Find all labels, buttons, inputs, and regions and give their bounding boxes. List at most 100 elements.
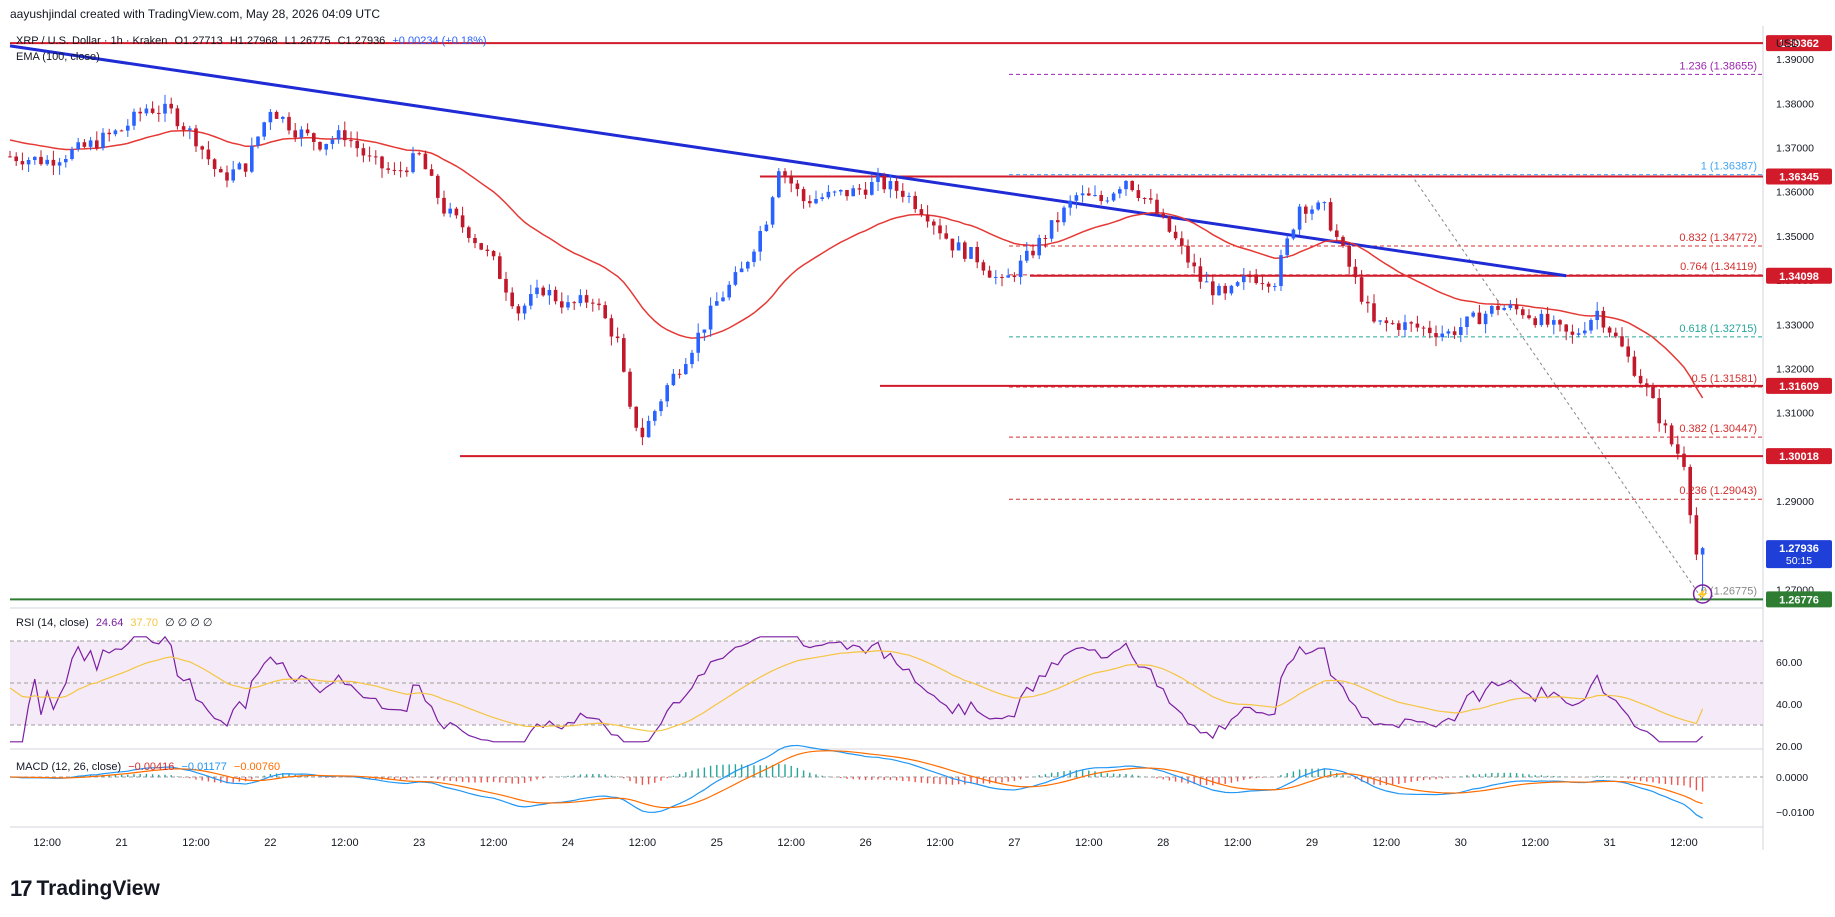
- candle-body: [70, 149, 74, 159]
- candle-body: [45, 159, 49, 165]
- candle-body: [1167, 216, 1172, 232]
- candle-body: [243, 163, 248, 172]
- macd-signal-value: −0.00760: [233, 761, 281, 773]
- ohlc-low: L1.26775: [284, 35, 331, 47]
- candle-body: [14, 156, 18, 162]
- macd-legend[interactable]: MACD (12, 26, close) −0.00416 −0.01177 −…: [16, 761, 284, 773]
- currency-label[interactable]: USD: [1776, 38, 1800, 50]
- candle-body: [237, 163, 242, 170]
- candle-body: [330, 139, 335, 144]
- candle-body: [981, 262, 986, 271]
- candle-body: [1006, 275, 1010, 278]
- candle-body: [1310, 209, 1314, 214]
- candle-body: [1279, 255, 1283, 287]
- candle-body: [219, 169, 223, 173]
- candle-body: [1564, 324, 1568, 332]
- time-tick-label: 12:00: [926, 837, 954, 849]
- candle-body: [132, 111, 136, 126]
- candle-body: [566, 302, 570, 308]
- candle-body: [1620, 336, 1624, 347]
- candle-body: [1353, 266, 1358, 278]
- candle-body: [1645, 383, 1649, 387]
- candle-body: [1539, 313, 1544, 326]
- candle-body: [553, 289, 558, 302]
- candle-body: [374, 156, 378, 158]
- price-label-badge: [1766, 35, 1832, 52]
- candle-body: [1297, 206, 1302, 230]
- candle-body: [764, 224, 769, 232]
- candle-body: [1576, 333, 1581, 335]
- candle-body: [293, 130, 297, 138]
- candle-body: [256, 136, 260, 146]
- candle-body: [1397, 323, 1401, 330]
- candle-body: [367, 155, 372, 157]
- candle-body: [212, 159, 217, 170]
- candle-body: [1366, 301, 1370, 304]
- candle-body: [485, 249, 490, 251]
- macd-signal-line: [9, 750, 1703, 809]
- candle-body: [894, 181, 899, 191]
- symbol-title[interactable]: XRP / U.S. Dollar · 1h · Kraken: [16, 35, 168, 47]
- candle-body: [857, 188, 862, 190]
- candle-body: [1676, 444, 1680, 454]
- tradingview-brand[interactable]: 17 TradingView: [10, 876, 160, 902]
- candle-body: [987, 270, 992, 278]
- candle-body: [504, 278, 508, 293]
- fib-level-label: 0.832 (1.34772): [1679, 232, 1757, 244]
- candle-body: [901, 190, 905, 197]
- candle-body: [808, 201, 812, 204]
- candle-body: [33, 156, 37, 160]
- candle-body: [1087, 193, 1091, 196]
- macd-line: [9, 744, 1703, 819]
- candle-body: [1589, 320, 1593, 331]
- countdown-text: 50:15: [1786, 555, 1812, 567]
- candle-body: [739, 268, 744, 273]
- candle-body: [1527, 315, 1531, 319]
- candle-body: [1335, 230, 1339, 237]
- price-label-text: 1.27936: [1779, 543, 1819, 555]
- rsi-legend[interactable]: RSI (14, close) 24.64 37.70 ∅ ∅ ∅ ∅: [16, 616, 217, 629]
- candle-body: [603, 305, 607, 319]
- candle-body: [281, 116, 285, 119]
- rsi-tick-label: 20.00: [1776, 741, 1802, 753]
- candle-body: [1663, 423, 1668, 426]
- candle-body: [584, 295, 589, 303]
- candle-body: [82, 142, 87, 147]
- fib-level-label: 0.5 (1.31581): [1692, 373, 1757, 385]
- candle-body: [1068, 200, 1072, 208]
- candle-body: [1533, 318, 1537, 326]
- candle-body: [76, 142, 80, 150]
- candle-body: [1682, 453, 1686, 467]
- candle-body: [1062, 207, 1066, 223]
- price-label-text: 1.31609: [1779, 381, 1819, 393]
- candle-body: [1471, 312, 1475, 317]
- candle-body: [950, 238, 955, 251]
- candle-body: [1173, 231, 1178, 239]
- candle-body: [615, 336, 620, 339]
- candle-body: [138, 111, 142, 114]
- candle-body: [1149, 198, 1153, 200]
- chart-background: [0, 26, 1835, 917]
- macd-line-value: −0.01177: [181, 761, 227, 773]
- candle-body: [863, 189, 868, 195]
- candle-body: [349, 140, 353, 142]
- candle-body: [628, 371, 632, 407]
- rsi-tick-label: 60.00: [1776, 657, 1802, 669]
- macd-hist-value: −0.00416: [128, 761, 175, 773]
- candle-body: [541, 287, 545, 296]
- candle-body: [1322, 202, 1327, 204]
- price-label-badge: [1766, 267, 1832, 284]
- candle-body: [746, 261, 750, 269]
- ema-legend[interactable]: EMA (100, close): [16, 51, 104, 63]
- candle-body: [163, 103, 167, 114]
- candle-body: [1136, 190, 1141, 199]
- time-tick-label: 23: [413, 837, 425, 849]
- candle-body: [380, 156, 384, 169]
- alert-icon-glyph: ⚡: [1696, 588, 1710, 601]
- candle-body: [1601, 310, 1606, 328]
- candle-body: [1093, 195, 1097, 197]
- candle-body: [460, 215, 465, 228]
- candle-body: [1291, 229, 1296, 239]
- candle-body: [1657, 398, 1661, 424]
